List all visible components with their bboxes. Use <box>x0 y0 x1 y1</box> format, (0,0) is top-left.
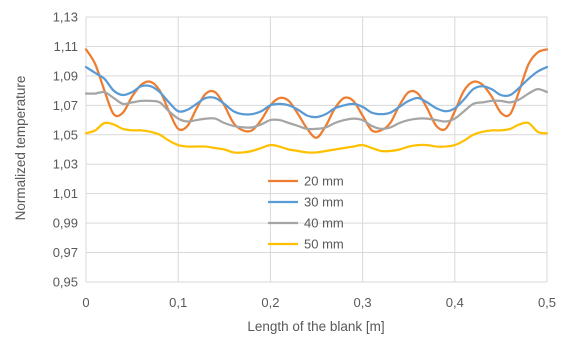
series-line-30-mm <box>84 65 549 119</box>
y-tick-label: 0,99 <box>53 216 78 231</box>
grid-lines <box>85 16 548 283</box>
legend-label: 20 mm <box>304 174 344 189</box>
y-tick-label: 1,11 <box>54 39 78 54</box>
x-tick-label: 0,4 <box>446 295 464 310</box>
y-tick-label: 0,95 <box>53 275 78 290</box>
legend-label: 30 mm <box>304 195 344 210</box>
y-tick-label: 1,07 <box>53 98 78 113</box>
series-line-40-mm <box>84 88 549 131</box>
series-line-20-mm <box>84 48 549 139</box>
y-tick-label: 1,09 <box>53 68 78 83</box>
legend-label: 50 mm <box>304 237 344 252</box>
legend-label: 40 mm <box>304 216 344 231</box>
y-tick-label: 1,03 <box>53 157 78 172</box>
y-axis-label: Normalized temperature <box>13 76 28 221</box>
y-tick-label: 1,01 <box>53 186 78 201</box>
y-tick-label: 0,97 <box>53 245 78 260</box>
x-tick-label: 0,5 <box>538 295 556 310</box>
x-tick-label: 0,1 <box>169 295 187 310</box>
y-tick-label: 1,13 <box>53 10 78 25</box>
series-lines <box>84 48 549 154</box>
series-line-50-mm <box>84 121 549 154</box>
x-tick-label: 0,2 <box>261 295 279 310</box>
x-tick-label: 0 <box>82 295 89 310</box>
x-tick-label: 0,3 <box>354 295 372 310</box>
legend: 20 mm 30 mm 40 mm 50 mm <box>268 174 344 252</box>
x-tick-labels: 0 0,1 0,2 0,3 0,4 0,5 <box>82 295 556 310</box>
x-axis-label: Length of the blank [m] <box>247 319 384 334</box>
y-tick-labels: 0,95 0,97 0,99 1,01 1,03 1,05 1,07 1,09 1,11 1,13 <box>53 10 78 290</box>
y-tick-label: 1,05 <box>53 127 78 142</box>
